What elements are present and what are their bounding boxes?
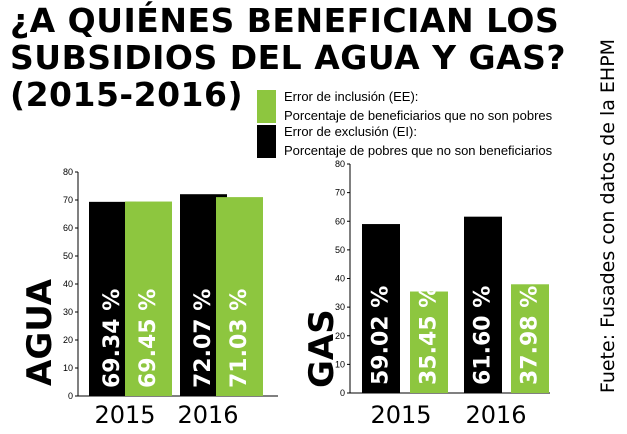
data-label: 69.34 % bbox=[100, 289, 125, 388]
y-tick-label: 80 bbox=[335, 159, 345, 169]
bar-gas-2015-ei bbox=[362, 224, 400, 393]
data-label: 72.07 % bbox=[191, 289, 216, 388]
y-tick-label: 20 bbox=[335, 331, 345, 341]
chart-gas: 0 10 20 30 40 50 60 70 80 59.02 % 35.45 % 2015 61.60… bbox=[302, 159, 550, 429]
legend-desc-exclusion: Porcentaje de pobres que no son benefici… bbox=[284, 143, 553, 158]
y-tick-label: 10 bbox=[335, 359, 345, 369]
legend-swatch-inclusion bbox=[257, 90, 276, 123]
y-tick-label: 40 bbox=[63, 279, 73, 289]
data-label: 35.45 % bbox=[417, 286, 442, 385]
chart-title: ¿A QUIÉNES BENEFICIAN LOS SUBSIDIOS DEL … bbox=[10, 2, 566, 113]
bar-gas-2015-ee bbox=[410, 291, 448, 393]
panel-title-gas: GAS bbox=[302, 309, 342, 388]
y-tick-label: 0 bbox=[68, 391, 73, 401]
x-tick-label: 2016 bbox=[177, 401, 238, 429]
y-tick-label: 50 bbox=[335, 245, 345, 255]
title-line-1: ¿A QUIÉNES BENEFICIAN LOS bbox=[10, 1, 560, 40]
x-tick-label: 2016 bbox=[465, 401, 526, 429]
y-tick-label: 70 bbox=[63, 195, 73, 205]
y-tick-label: 30 bbox=[63, 307, 73, 317]
chart-agua: 0 10 20 30 40 50 60 70 80 69.34 % 69.45 % 2015 72.07… bbox=[20, 167, 278, 429]
y-tick-label: 40 bbox=[335, 274, 345, 284]
y-tick-label: 60 bbox=[63, 223, 73, 233]
y-tick-label: 60 bbox=[335, 216, 345, 226]
x-tick-label: 2015 bbox=[94, 401, 155, 429]
bar-agua-2015-ee bbox=[125, 201, 172, 396]
data-label: 37.98 % bbox=[518, 286, 543, 385]
data-label: 69.45 % bbox=[136, 289, 161, 388]
data-label: 59.02 % bbox=[369, 286, 394, 385]
legend-title-inclusion: Error de inclusión (EE): bbox=[284, 89, 419, 104]
data-label: 71.03 % bbox=[227, 289, 252, 388]
x-tick-label: 2015 bbox=[370, 401, 431, 429]
bar-agua-2016-ee bbox=[216, 197, 263, 396]
legend-title-exclusion: Error de exclusión (EI): bbox=[284, 124, 417, 139]
y-tick-label: 80 bbox=[63, 167, 73, 177]
title-line-3: (2015-2016) bbox=[10, 75, 244, 114]
bar-gas-2016-ei bbox=[464, 216, 502, 393]
y-tick-label: 50 bbox=[63, 251, 73, 261]
y-tick-label: 20 bbox=[63, 335, 73, 345]
y-tick-label: 10 bbox=[63, 363, 73, 373]
data-label: 61.60 % bbox=[471, 286, 496, 385]
legend-swatch-exclusion bbox=[257, 125, 276, 158]
legend-desc-inclusion: Porcentaje de beneficiarios que no son p… bbox=[284, 108, 553, 123]
y-tick-label: 30 bbox=[335, 302, 345, 312]
y-tick-label: 70 bbox=[335, 188, 345, 198]
title-line-2: SUBSIDIOS DEL AGUA Y GAS? bbox=[10, 38, 567, 77]
panel-title-agua: AGUA bbox=[20, 278, 60, 386]
y-tick-label: 0 bbox=[340, 388, 345, 398]
bar-gas-2016-ee bbox=[511, 284, 549, 393]
